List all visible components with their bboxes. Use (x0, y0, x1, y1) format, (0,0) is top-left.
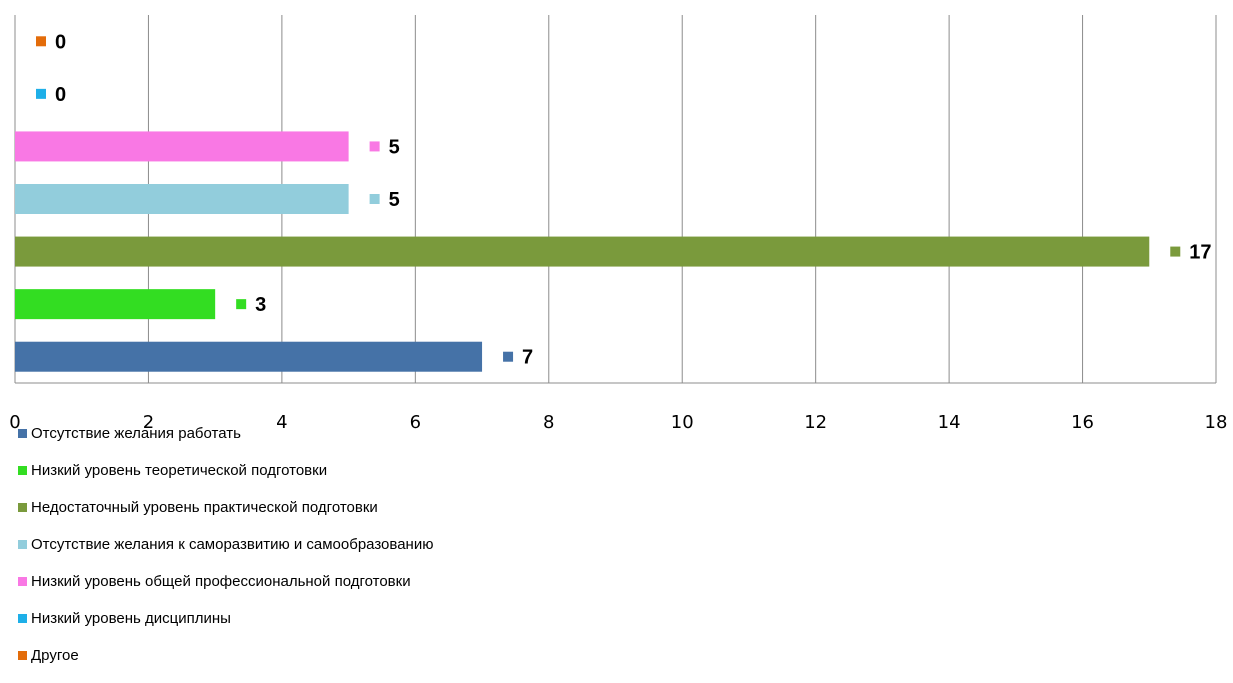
legend-label: Отсутствие желания работать (31, 424, 241, 442)
legend-item: Другое (18, 646, 433, 664)
data-label: 7 (522, 347, 533, 369)
legend-item: Низкий уровень дисциплины (18, 609, 433, 627)
bar (15, 131, 349, 162)
x-tick-label: 18 (1205, 412, 1228, 433)
legend-label: Низкий уровень общей профессиональной по… (31, 572, 411, 590)
x-tick-label: 6 (410, 412, 421, 433)
x-tick-label: 2 (143, 412, 154, 433)
bar (15, 289, 216, 320)
bar (15, 236, 1150, 267)
data-label-key (503, 351, 514, 362)
x-tick-label: 10 (671, 412, 694, 433)
legend-item: Низкий уровень общей профессиональной по… (18, 572, 433, 590)
data-label: 0 (55, 84, 66, 106)
bar-chart: 7 3 17 5 5 0 0 0 2 4 6 8 10 12 14 16 18 (9, 15, 1227, 433)
x-tick-label: 12 (804, 412, 827, 433)
x-axis-tick-labels: 0 2 4 6 8 10 12 14 16 18 (9, 412, 1227, 433)
data-label-key (1170, 246, 1181, 257)
data-label: 17 (1189, 242, 1211, 264)
legend-item: Недостаточный уровень практической подго… (18, 498, 433, 516)
bar (15, 341, 483, 372)
legend-label: Другое (31, 646, 79, 664)
legend-swatch (18, 650, 27, 660)
legend-label: Низкий уровень дисциплины (31, 609, 231, 627)
bar (15, 184, 349, 214)
data-label-key (369, 141, 380, 152)
legend-label: Низкий уровень теоретической подготовки (31, 461, 328, 479)
data-label-key (36, 36, 46, 47)
x-tick-label: 14 (938, 412, 961, 433)
legend-swatch (18, 539, 27, 549)
legend: Отсутствие желания работать Низкий уровен… (18, 424, 433, 683)
legend-swatch (18, 465, 27, 475)
legend-swatch (18, 428, 27, 438)
data-label: 0 (55, 31, 66, 53)
data-label: 5 (389, 136, 400, 158)
legend-item: Отсутствие желания к саморазвитию и само… (18, 535, 433, 553)
bars (15, 131, 1150, 372)
grid-lines (14, 15, 1217, 384)
data-label-key (369, 194, 380, 204)
data-labels: 7 3 17 5 5 0 0 (36, 31, 1212, 369)
data-label: 3 (255, 294, 266, 316)
data-label: 5 (389, 189, 400, 211)
x-tick-label: 4 (276, 412, 287, 433)
legend-label: Недостаточный уровень практической подго… (31, 498, 378, 516)
legend-swatch (18, 502, 27, 512)
legend-swatch (18, 576, 27, 586)
legend-label: Отсутствие желания к саморазвитию и само… (31, 535, 434, 553)
x-tick-label: 0 (9, 412, 20, 433)
legend-swatch (18, 613, 27, 623)
x-tick-label: 16 (1071, 412, 1094, 433)
legend-item: Низкий уровень теоретической подготовки (18, 461, 433, 479)
data-label-key (236, 299, 247, 310)
data-label-key (36, 88, 46, 99)
legend-item: Отсутствие желания работать (18, 424, 433, 442)
x-tick-label: 8 (543, 412, 554, 433)
